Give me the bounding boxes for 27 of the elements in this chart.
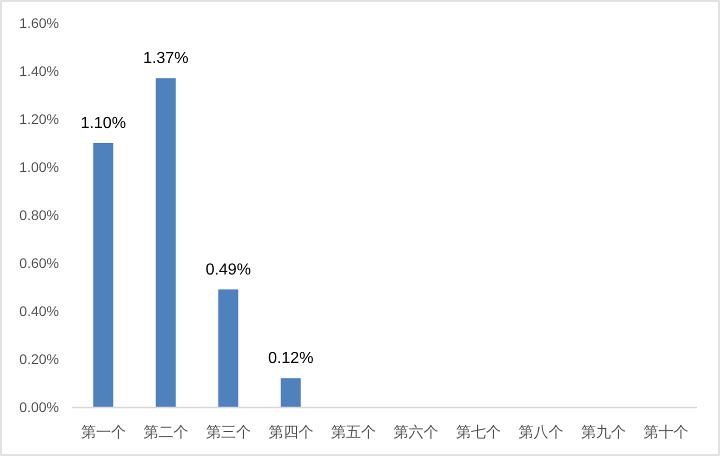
y-tick-label: 1.60%: [19, 15, 59, 31]
x-tick-label: 第三个: [206, 424, 251, 441]
y-tick-label: 0.80%: [19, 207, 59, 223]
y-tick-label: 1.20%: [19, 111, 59, 127]
x-tick-label: 第五个: [330, 424, 376, 441]
y-tick-label: 1.40%: [19, 63, 59, 79]
x-tick-label: 第六个: [393, 424, 438, 441]
data-label: 1.10%: [80, 115, 126, 132]
x-tick-label: 第二个: [143, 424, 188, 441]
y-tick-label: 0.20%: [19, 351, 59, 367]
bar: [93, 143, 114, 407]
x-tick-label: 第八个: [518, 424, 564, 441]
y-tick-label: 0.40%: [19, 303, 59, 319]
bar: [280, 378, 301, 407]
x-tick-label: 第十个: [643, 424, 688, 441]
y-tick-label: 1.00%: [19, 159, 59, 175]
y-tick-label: 0.60%: [19, 255, 59, 271]
x-tick-label: 第一个: [80, 424, 126, 441]
y-tick-label: 0.00%: [19, 399, 59, 415]
data-label: 0.12%: [268, 350, 314, 368]
bar: [156, 78, 176, 407]
data-label: 0.49%: [206, 261, 251, 278]
x-tick-label: 第七个: [456, 424, 501, 441]
bar: [218, 289, 238, 407]
x-tick-label: 第九个: [580, 424, 626, 441]
x-tick-label: 第四个: [268, 424, 314, 441]
data-label: 1.37%: [143, 50, 188, 68]
